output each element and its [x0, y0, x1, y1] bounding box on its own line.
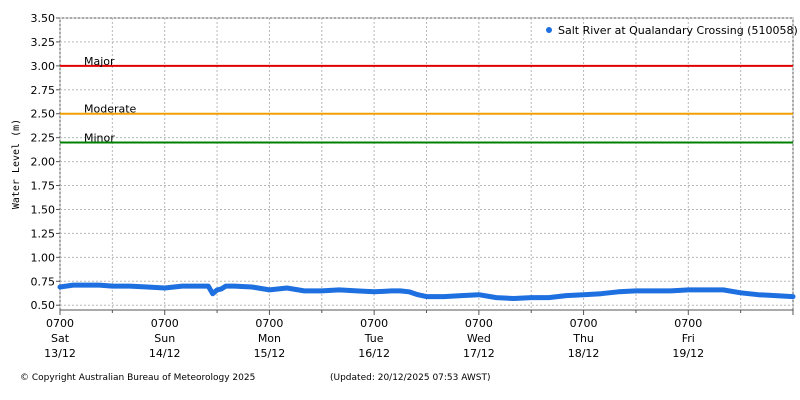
flood-thresholds: Major Moderate Minor	[60, 55, 793, 144]
y-tick-label: 0.75	[31, 275, 56, 288]
x-axis-ticks: 0700 Sat 13/12 0700 Sun 14/12 0700 Mon 15/12 0700…	[44, 310, 794, 360]
y-tick-label: 1.25	[31, 227, 56, 240]
x-tick-label: 19/12	[672, 347, 704, 360]
legend-marker	[546, 27, 552, 33]
y-tick-label: 2.25	[31, 132, 56, 145]
x-tick-label: 18/12	[568, 347, 600, 360]
x-tick-label: Sun	[154, 332, 175, 345]
y-tick-label: 2.75	[31, 84, 56, 97]
y-tick-label: 3.00	[31, 60, 56, 73]
x-tick-label: 17/12	[463, 347, 495, 360]
x-tick-label: 0700	[360, 317, 388, 330]
updated-timestamp: (Updated: 20/12/2025 07:53 AWST)	[330, 373, 491, 383]
y-axis-ticks: 3.50 3.25 3.00 2.75 2.50 2.25 2.00 1.75 1.50 1.25…	[31, 12, 60, 312]
y-axis-label: Water Level (m)	[11, 119, 22, 209]
x-tick-label: 0700	[46, 317, 74, 330]
y-tick-label: 3.25	[31, 36, 56, 49]
x-tick-label: 0700	[674, 317, 702, 330]
x-tick-label: Mon	[258, 332, 281, 345]
y-tick-label: 2.50	[31, 108, 56, 121]
series-line	[57, 282, 796, 301]
x-tick-label: Sat	[51, 332, 70, 345]
copyright: © Copyright Australian Bureau of Meteoro…	[20, 373, 256, 383]
x-tick-label: Tue	[364, 332, 384, 345]
y-tick-label: 1.00	[31, 251, 56, 264]
x-tick-label: 13/12	[44, 347, 76, 360]
legend: Salt River at Qualandary Crossing (51005…	[546, 24, 798, 37]
threshold-label-minor: Minor	[84, 131, 115, 144]
x-tick-label: 0700	[151, 317, 179, 330]
x-tick-label: 14/12	[149, 347, 181, 360]
x-tick-label: 0700	[255, 317, 283, 330]
y-tick-label: 1.50	[31, 203, 56, 216]
water-level-chart: 3.50 3.25 3.00 2.75 2.50 2.25 2.00 1.75 1.50 1.25…	[11, 12, 798, 360]
y-tick-label: 3.50	[31, 12, 56, 25]
threshold-label-major: Major	[84, 55, 115, 68]
series-lines	[57, 282, 796, 301]
y-tick-label: 1.75	[31, 180, 56, 193]
y-tick-label: 2.00	[31, 156, 56, 169]
legend-label: Salt River at Qualandary Crossing (51005…	[558, 24, 798, 37]
x-tick-label: 16/12	[358, 347, 390, 360]
x-tick-label: 0700	[465, 317, 493, 330]
x-tick-label: Fri	[682, 332, 695, 345]
x-tick-label: Thu	[572, 332, 594, 345]
y-tick-label: 0.50	[31, 299, 56, 312]
threshold-label-moderate: Moderate	[84, 103, 137, 116]
x-tick-label: 15/12	[254, 347, 286, 360]
x-tick-label: 0700	[570, 317, 598, 330]
x-tick-label: Wed	[467, 332, 491, 345]
